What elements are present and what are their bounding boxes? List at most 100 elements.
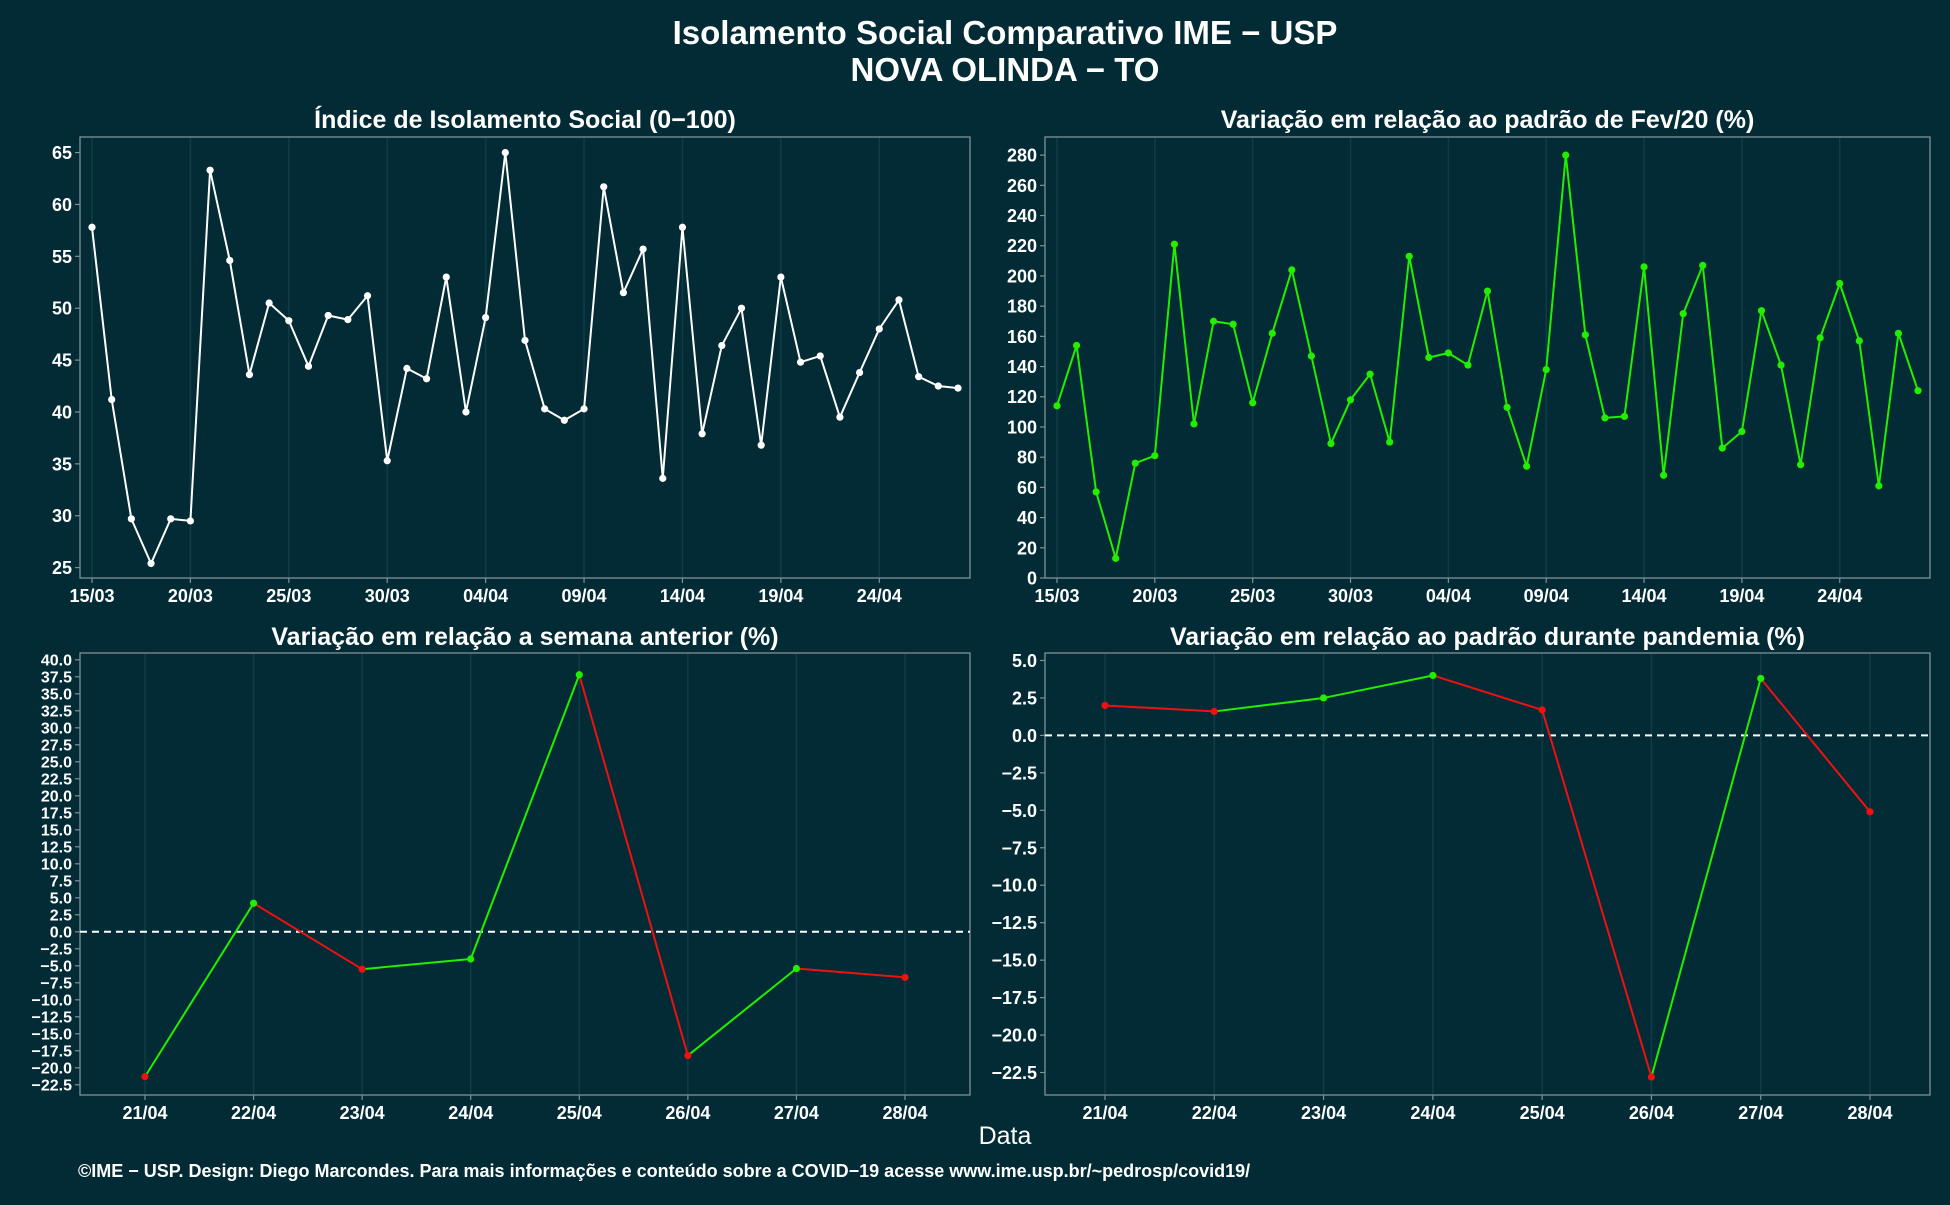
data-point <box>442 273 450 281</box>
y-tick-label: 20.0 <box>41 789 72 806</box>
series-segment <box>779 276 802 364</box>
series-segment <box>1431 674 1544 711</box>
y-tick-label: 30 <box>52 506 72 526</box>
data-point <box>344 316 352 324</box>
y-tick-label: 27.5 <box>41 738 72 755</box>
series-segment <box>1251 332 1274 404</box>
series-segment <box>1877 332 1900 487</box>
series-segment <box>1564 154 1587 336</box>
x-tick-label: 25/03 <box>1230 586 1275 606</box>
series-segment <box>1740 309 1763 433</box>
data-point <box>462 408 470 416</box>
data-point <box>1053 402 1061 410</box>
data-point <box>1836 279 1844 288</box>
y-tick-label: 2.5 <box>50 908 72 925</box>
series-segment <box>1721 430 1743 450</box>
x-tick-label: 26/04 <box>1629 1103 1674 1123</box>
panel-title: Variação em relação ao padrão durante pa… <box>1170 623 1805 651</box>
data-point <box>167 515 175 523</box>
data-point <box>954 384 962 392</box>
data-point <box>1072 341 1081 350</box>
data-point <box>245 371 254 379</box>
y-tick-label: −15.0 <box>32 1027 73 1044</box>
series-segment <box>464 316 487 413</box>
data-point <box>1464 361 1472 369</box>
data-point <box>1647 1073 1656 1081</box>
series-segment <box>819 354 841 419</box>
x-tick-label: 21/04 <box>122 1103 167 1123</box>
series-segment <box>1623 265 1646 418</box>
y-tick-label: 25 <box>52 558 72 578</box>
panel-frame <box>1044 136 1931 579</box>
series-segment <box>686 967 798 1057</box>
series-segment <box>1541 708 1653 1079</box>
chart-panel-variation-pandemic: Variação em relação ao padrão durante pa… <box>991 623 1931 1123</box>
series-segment <box>1290 268 1313 357</box>
y-tick-label: 50 <box>52 299 72 319</box>
chart-panel-isolation-index: Índice de Isolamento Social (0−100) 25 30 3… <box>52 105 971 606</box>
data-point <box>659 474 667 482</box>
series-segment <box>130 517 153 565</box>
data-point <box>915 373 923 381</box>
panel-frame <box>79 136 971 579</box>
data-point <box>757 441 765 449</box>
y-tick-label: 280 <box>1007 146 1037 166</box>
data-point <box>304 362 313 370</box>
data-point <box>285 317 293 325</box>
series-segment <box>366 294 389 462</box>
panel-title: Índice de Isolamento Social (0−100) <box>314 105 736 134</box>
series-segment <box>1819 282 1841 339</box>
data-point <box>1757 674 1765 683</box>
x-tick-label: 24/04 <box>448 1103 493 1123</box>
series-segment <box>1192 320 1215 425</box>
y-tick-label: 35.0 <box>41 687 72 704</box>
series-segment <box>1584 333 1606 419</box>
x-tick-label: 14/04 <box>660 586 705 606</box>
data-point <box>1660 471 1668 479</box>
y-tick-label: −22.5 <box>991 1063 1037 1083</box>
y-tick-label: 60 <box>1017 478 1037 498</box>
y-tick-label: −20.0 <box>991 1026 1037 1046</box>
y-tick-label: −17.5 <box>991 988 1037 1008</box>
data-point <box>737 304 746 312</box>
x-tick-label: 28/04 <box>882 1103 927 1123</box>
y-tick-label: 7.5 <box>50 874 72 891</box>
chart-panel-variation-feb: Variação em relação ao padrão de Fev/20 … <box>1007 106 1931 606</box>
x-tick-label: 30/03 <box>1328 586 1373 606</box>
series-segment <box>1232 323 1254 404</box>
series-segment <box>110 398 133 520</box>
series-segment <box>189 169 212 522</box>
data-point <box>1875 482 1883 490</box>
series-segment <box>228 259 251 376</box>
series-segment <box>248 302 271 376</box>
x-tick-label: 22/04 <box>1192 1103 1237 1123</box>
data-point <box>147 559 155 568</box>
y-tick-label: 240 <box>1007 206 1037 226</box>
series-segment <box>1838 282 1861 342</box>
series-segment <box>361 958 472 971</box>
series-segment <box>405 367 428 380</box>
data-point <box>1444 349 1452 357</box>
data-point <box>422 375 431 383</box>
series-segment <box>484 151 507 319</box>
data-point <box>1777 361 1785 369</box>
data-point <box>934 382 942 390</box>
data-point <box>1738 427 1746 436</box>
data-point <box>600 183 608 191</box>
data-point <box>501 148 509 157</box>
series-segment <box>1271 268 1293 335</box>
panel-frame <box>1044 652 1931 1096</box>
data-point <box>698 430 706 438</box>
y-tick-label: −20.0 <box>32 1061 73 1078</box>
y-tick-label: −2.5 <box>1001 763 1037 783</box>
data-point <box>1319 694 1328 702</box>
series-segment <box>661 226 684 480</box>
series-segment <box>760 276 782 447</box>
y-tick-label: −12.5 <box>32 1010 73 1027</box>
series-segment <box>1545 154 1567 371</box>
chart-panels: Índice de Isolamento Social (0−100) 25 30 3… <box>32 105 1931 1123</box>
data-point <box>895 296 903 304</box>
series-segment <box>1486 290 1509 409</box>
series-segment <box>1322 674 1434 699</box>
